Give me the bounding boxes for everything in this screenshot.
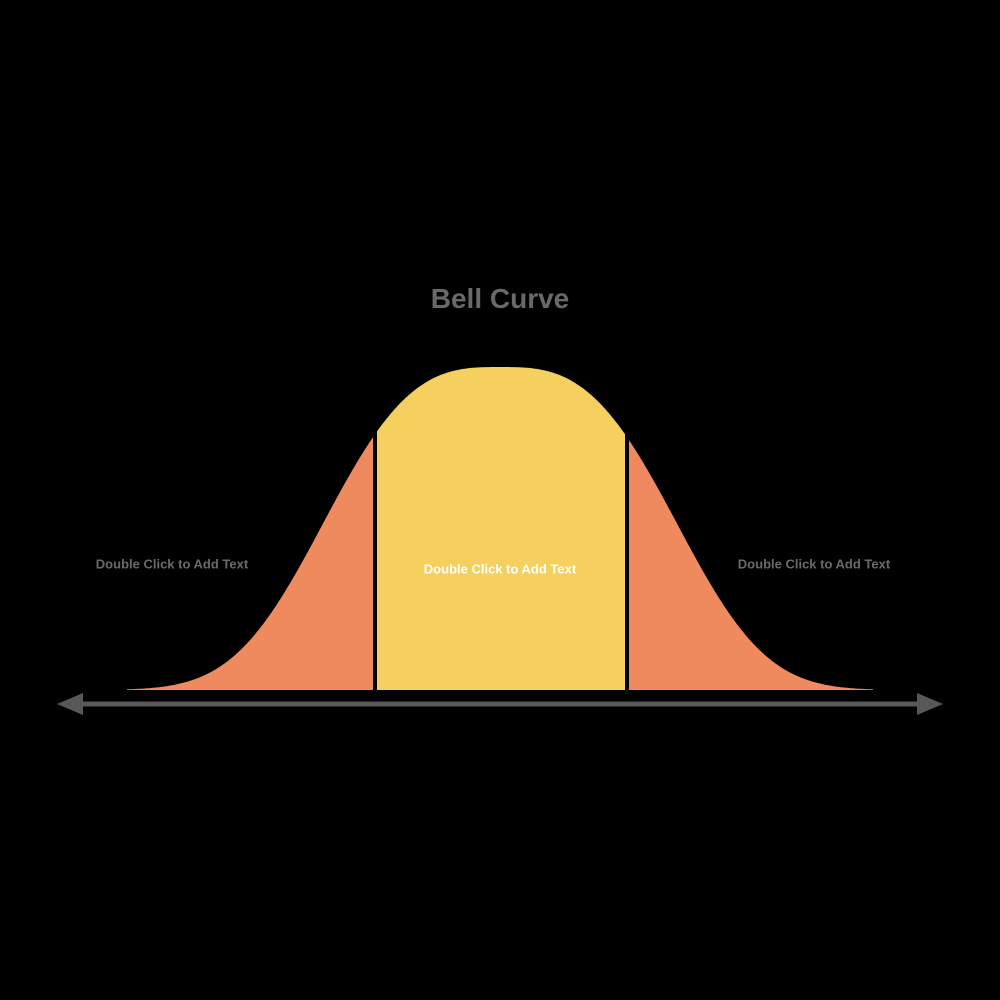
bell-left-tail-section[interactable] [127, 437, 373, 690]
left-tail-label[interactable]: Double Click to Add Text [95, 556, 249, 572]
bell-center-section[interactable] [377, 367, 625, 690]
center-section-label[interactable]: Double Click to Add Text [423, 561, 577, 577]
diagram-title: Bell Curve [430, 283, 570, 314]
x-axis-left-arrowhead [57, 693, 83, 715]
x-axis-right-arrowhead [917, 693, 943, 715]
bell-right-tail-section[interactable] [629, 440, 873, 690]
right-tail-label[interactable]: Double Click to Add Text [737, 556, 891, 572]
